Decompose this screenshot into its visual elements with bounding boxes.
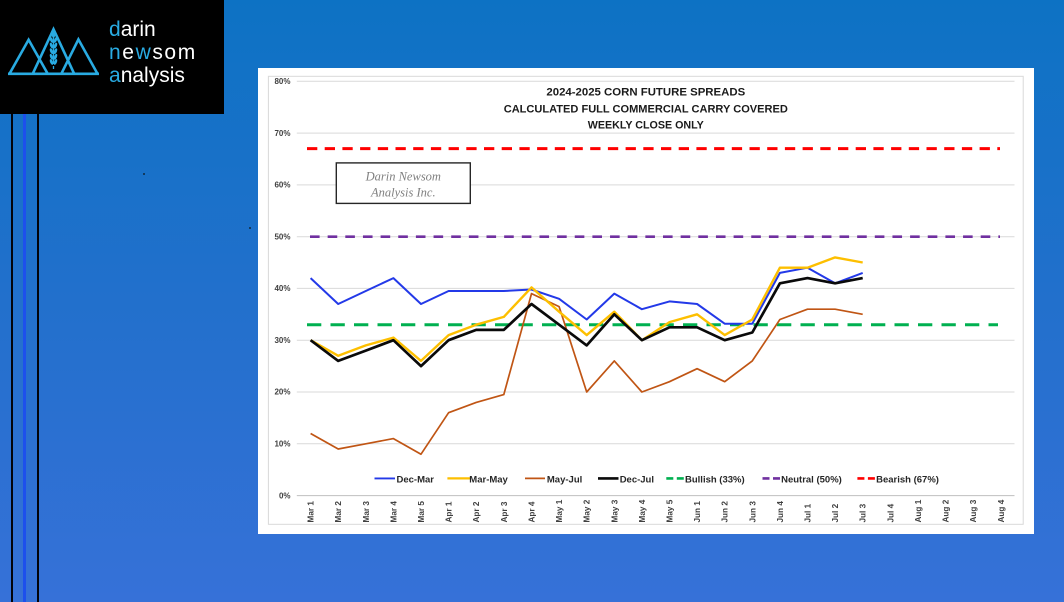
svg-text:Mar 2: Mar 2 [334, 501, 343, 523]
svg-text:Jun 4: Jun 4 [776, 501, 785, 523]
svg-text:Aug 4: Aug 4 [997, 499, 1006, 522]
svg-text:Mar 3: Mar 3 [362, 501, 371, 523]
svg-text:Mar-May: Mar-May [469, 474, 508, 485]
svg-text:Mar 5: Mar 5 [417, 501, 426, 523]
svg-text:Mar 1: Mar 1 [307, 501, 316, 523]
svg-text:Analysis Inc.: Analysis Inc. [370, 186, 436, 200]
svg-text:Jul 1: Jul 1 [804, 503, 813, 522]
svg-text:Aug 3: Aug 3 [969, 499, 978, 522]
svg-text:Bullish (33%): Bullish (33%) [685, 474, 745, 485]
svg-text:Dec-Mar: Dec-Mar [397, 474, 435, 485]
svg-text:Aug 2: Aug 2 [942, 499, 951, 522]
svg-text:May 2: May 2 [583, 499, 592, 522]
svg-text:Jun 2: Jun 2 [721, 501, 730, 523]
svg-text:May-Jul: May-Jul [547, 474, 582, 485]
svg-text:Jun 3: Jun 3 [748, 501, 757, 523]
svg-text:70%: 70% [274, 129, 290, 138]
svg-text:Jun 1: Jun 1 [693, 501, 702, 523]
svg-text:30%: 30% [274, 336, 290, 345]
svg-text:Bearish (67%): Bearish (67%) [876, 474, 939, 485]
svg-text:10%: 10% [274, 440, 290, 449]
svg-text:Apr 3: Apr 3 [500, 501, 509, 522]
svg-text:80%: 80% [274, 77, 290, 86]
svg-text:Jul 3: Jul 3 [859, 503, 868, 522]
svg-text:Aug 1: Aug 1 [914, 499, 923, 522]
svg-text:50%: 50% [274, 232, 290, 241]
svg-text:WEEKLY CLOSE ONLY: WEEKLY CLOSE ONLY [588, 119, 704, 131]
svg-text:Mar 4: Mar 4 [389, 501, 398, 523]
svg-text:May 5: May 5 [666, 499, 675, 522]
svg-text:Jul 2: Jul 2 [831, 503, 840, 522]
svg-text:Dec-Jul: Dec-Jul [620, 474, 654, 485]
svg-text:Apr 2: Apr 2 [472, 501, 481, 522]
svg-text:60%: 60% [274, 181, 290, 190]
svg-text:20%: 20% [274, 388, 290, 397]
svg-text:0%: 0% [279, 491, 291, 500]
svg-text:May 4: May 4 [638, 499, 647, 522]
svg-text:2024-2025 CORN FUTURE SPREADS: 2024-2025 CORN FUTURE SPREADS [546, 87, 745, 99]
svg-text:Apr 1: Apr 1 [445, 501, 454, 522]
svg-text:Neutral (50%): Neutral (50%) [781, 474, 842, 485]
svg-text:May 1: May 1 [555, 499, 564, 522]
svg-text:May 3: May 3 [610, 499, 619, 522]
svg-text:Jul 4: Jul 4 [886, 503, 895, 522]
svg-text:Darin Newsom: Darin Newsom [365, 170, 441, 184]
svg-text:40%: 40% [274, 284, 290, 293]
svg-text:Apr 4: Apr 4 [528, 501, 537, 522]
svg-text:CALCULATED FULL COMMERCIAL CAR: CALCULATED FULL COMMERCIAL CARRY COVERED [504, 103, 788, 115]
